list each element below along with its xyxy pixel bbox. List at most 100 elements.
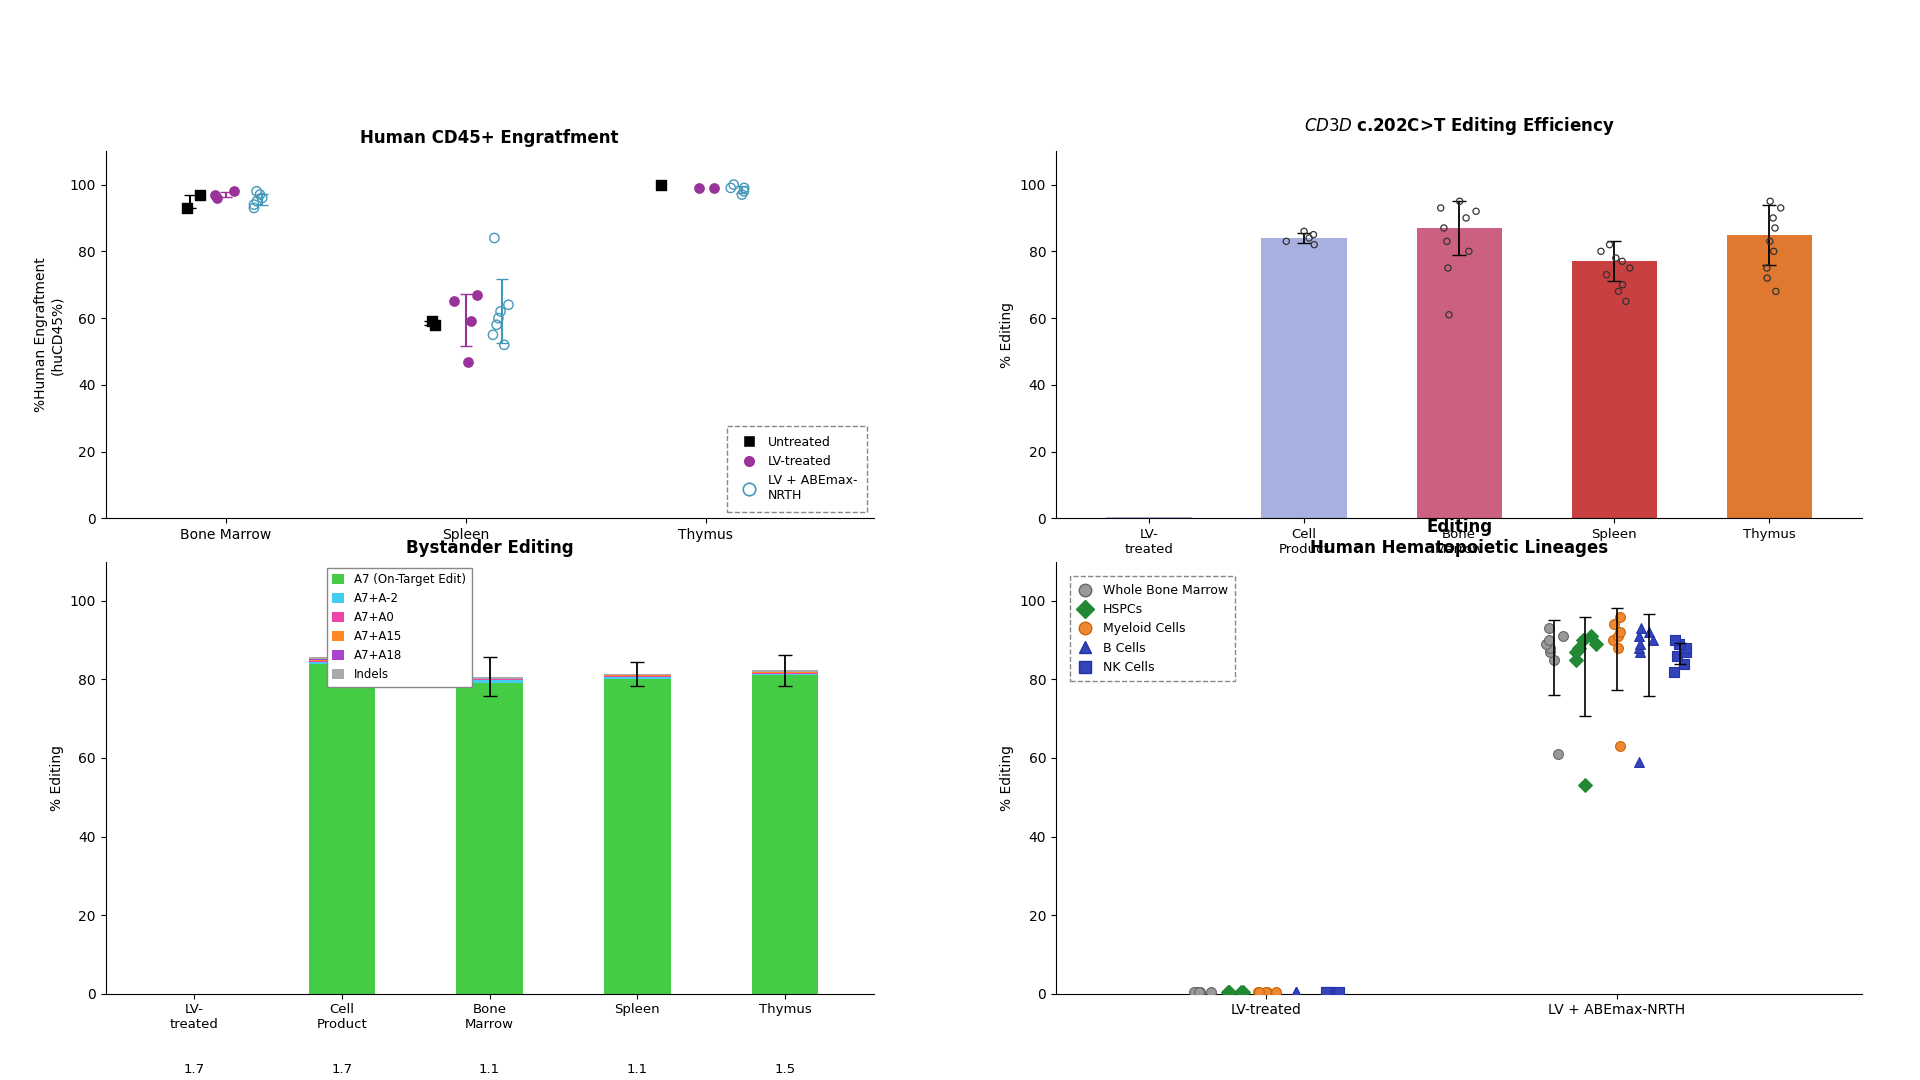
Y-axis label: %Human Engraftment
(huCD45%): %Human Engraftment (huCD45%) bbox=[35, 257, 63, 413]
Bar bbox=[309, 658, 374, 660]
Point bbox=[1755, 232, 1786, 249]
Point bbox=[1670, 644, 1701, 661]
Y-axis label: % Editing: % Editing bbox=[1000, 301, 1014, 368]
Text: 1.1: 1.1 bbox=[626, 1063, 647, 1076]
Point bbox=[1761, 283, 1791, 300]
Point bbox=[1668, 656, 1699, 673]
Point bbox=[1260, 983, 1290, 1000]
Point bbox=[1298, 237, 1329, 254]
Point bbox=[1561, 651, 1592, 669]
Point bbox=[1592, 266, 1622, 283]
Point bbox=[1759, 219, 1789, 237]
Point bbox=[1622, 627, 1653, 645]
Point bbox=[1544, 745, 1574, 762]
Point bbox=[716, 179, 747, 197]
Point bbox=[1288, 222, 1319, 240]
Point bbox=[1434, 306, 1465, 323]
Point bbox=[1661, 632, 1692, 649]
Text: Gene Correction in a Humanized Mouse Model: Gene Correction in a Humanized Mouse Mod… bbox=[346, 75, 1574, 120]
Point bbox=[482, 316, 513, 334]
Bar bbox=[457, 684, 522, 994]
Point bbox=[1281, 983, 1311, 1000]
Point bbox=[645, 176, 676, 193]
Point bbox=[242, 183, 273, 200]
Point bbox=[1622, 753, 1653, 770]
Bar bbox=[309, 664, 374, 994]
Point bbox=[1181, 983, 1212, 1000]
Text: 1.7: 1.7 bbox=[184, 1063, 205, 1076]
Point bbox=[1586, 243, 1617, 260]
Point bbox=[1432, 259, 1463, 276]
Point bbox=[1432, 232, 1463, 249]
Bar bbox=[605, 677, 670, 679]
Bar bbox=[457, 677, 522, 678]
Text: 1.7: 1.7 bbox=[1294, 592, 1315, 605]
Text: Post-Transplant: Post-Transplant bbox=[1565, 673, 1665, 686]
Text: 1.5: 1.5 bbox=[774, 1063, 795, 1076]
Point bbox=[1751, 269, 1782, 286]
Point bbox=[1751, 259, 1782, 276]
Point bbox=[1298, 226, 1329, 243]
Point bbox=[1605, 608, 1636, 625]
Point bbox=[1225, 983, 1256, 1000]
Point bbox=[1540, 651, 1571, 669]
Point bbox=[417, 313, 447, 330]
Point bbox=[1755, 192, 1786, 210]
Point bbox=[1534, 644, 1565, 661]
Y-axis label: % Editing: % Editing bbox=[50, 744, 63, 811]
Point bbox=[1313, 983, 1344, 1000]
Point bbox=[1670, 639, 1701, 657]
Point bbox=[420, 316, 451, 334]
Point bbox=[1213, 983, 1244, 1000]
Point bbox=[1624, 639, 1655, 657]
Point bbox=[453, 353, 484, 370]
Point bbox=[1626, 620, 1657, 637]
Title: Bystander Editing: Bystander Editing bbox=[405, 539, 574, 557]
Point bbox=[1428, 219, 1459, 237]
Point bbox=[219, 183, 250, 200]
Bar bbox=[1106, 516, 1192, 518]
Point bbox=[1603, 639, 1634, 657]
Legend: A7 (On-Target Edit), A7+A-2, A7+A0, A7+A15, A7+A18, Indels: A7 (On-Target Edit), A7+A-2, A7+A0, A7+A… bbox=[326, 567, 472, 687]
Point bbox=[1452, 210, 1482, 227]
Text: Pre-Transplant: Pre-Transplant bbox=[1179, 673, 1273, 686]
Point bbox=[1624, 644, 1655, 661]
Point bbox=[1757, 210, 1788, 227]
Bar bbox=[1417, 228, 1501, 518]
Point bbox=[1183, 983, 1213, 1000]
Point bbox=[1615, 259, 1645, 276]
Point bbox=[248, 189, 278, 206]
Bar bbox=[605, 674, 670, 675]
Point bbox=[1325, 983, 1356, 1000]
Point bbox=[244, 186, 275, 203]
Point bbox=[1534, 632, 1565, 649]
Bar bbox=[605, 679, 670, 994]
Point bbox=[1534, 620, 1565, 637]
Point bbox=[1638, 632, 1668, 649]
Point bbox=[242, 192, 273, 210]
Point bbox=[1634, 623, 1665, 640]
Point bbox=[1317, 983, 1348, 1000]
Legend: Whole Bone Marrow, HSPCs, Myeloid Cells, B Cells, NK Cells: Whole Bone Marrow, HSPCs, Myeloid Cells,… bbox=[1069, 577, 1235, 681]
Text: 1.7: 1.7 bbox=[332, 1063, 353, 1076]
Bar bbox=[309, 661, 374, 662]
Point bbox=[202, 189, 232, 206]
Point bbox=[461, 286, 492, 303]
Point bbox=[728, 183, 758, 200]
Point bbox=[726, 186, 756, 203]
Text: $\it{CD3D}$ c.202C>T Editing Efficiency: $\it{CD3D}$ c.202C>T Editing Efficiency bbox=[1304, 114, 1615, 136]
Point bbox=[1250, 983, 1281, 1000]
Point bbox=[1425, 200, 1455, 217]
Point bbox=[478, 326, 509, 343]
Point bbox=[730, 179, 760, 197]
Point bbox=[684, 179, 714, 197]
Point bbox=[1607, 276, 1638, 294]
Point bbox=[1659, 663, 1690, 680]
Point bbox=[1624, 635, 1655, 652]
Point bbox=[440, 293, 470, 310]
Point bbox=[1567, 632, 1597, 649]
Legend: Untreated, LV-treated, LV + ABEmax-
NRTH: Untreated, LV-treated, LV + ABEmax- NRTH bbox=[726, 426, 868, 512]
Point bbox=[1530, 635, 1561, 652]
Point bbox=[1661, 647, 1692, 664]
Text: 1.1: 1.1 bbox=[1448, 592, 1471, 605]
